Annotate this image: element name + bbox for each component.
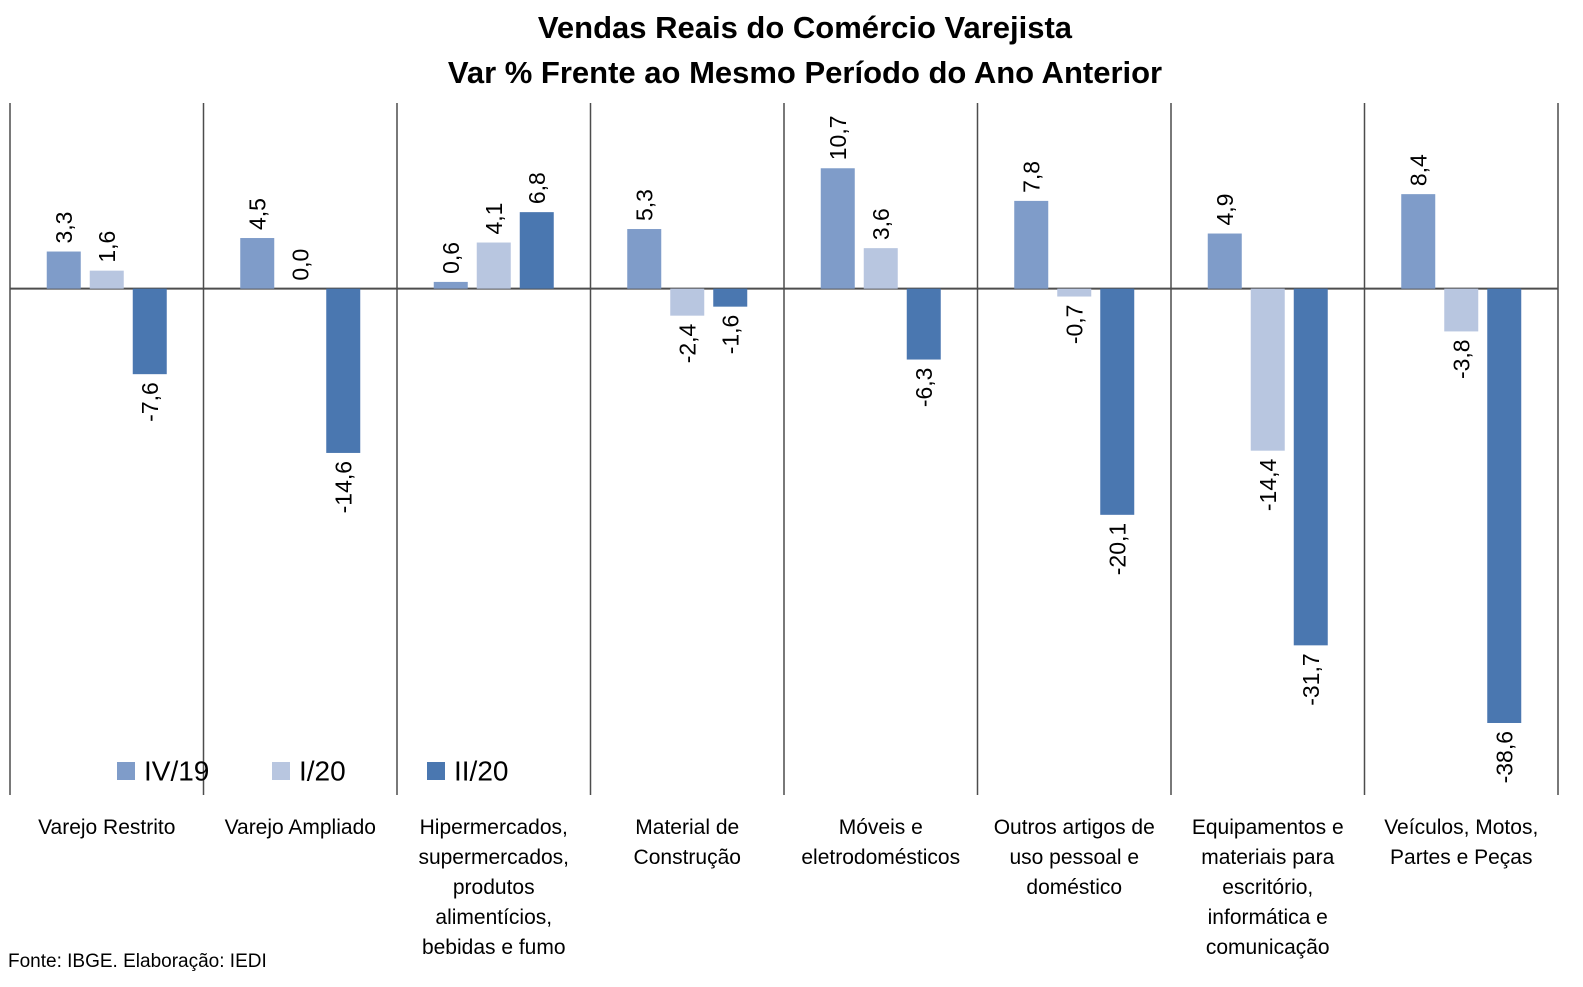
bar	[1487, 288, 1522, 723]
data-label: 1,6	[94, 231, 120, 263]
category-label: eletrodomésticos	[801, 846, 960, 869]
bar	[476, 242, 511, 289]
legend-label: II/20	[454, 756, 508, 787]
data-label: 10,7	[825, 115, 851, 160]
category-label: doméstico	[1026, 876, 1122, 899]
bar	[627, 229, 662, 289]
legend-swatch	[427, 762, 445, 780]
bar	[1250, 288, 1285, 451]
category-label: uso pessoal e	[1009, 846, 1139, 869]
bar	[240, 238, 275, 289]
data-label: -0,7	[1061, 305, 1087, 345]
data-label: -14,4	[1255, 458, 1281, 511]
bar	[1401, 194, 1436, 289]
bar	[1207, 233, 1242, 289]
data-label: 0,6	[438, 242, 464, 274]
data-label: -14,6	[330, 461, 356, 513]
data-label: -2,4	[674, 323, 700, 363]
data-label: 6,8	[524, 172, 550, 204]
legend-swatch	[272, 762, 290, 780]
category-label: Material de	[635, 816, 739, 839]
bar	[326, 288, 361, 453]
bar	[1014, 200, 1049, 289]
chart-subtitle: Var % Frente ao Mesmo Período do Ano Ant…	[448, 55, 1162, 90]
bar	[132, 288, 167, 375]
data-label: 0,0	[287, 249, 313, 281]
data-label: -7,6	[137, 382, 163, 422]
source-note: Fonte: IBGE. Elaboração: IEDI	[8, 951, 267, 972]
category-label: bebidas e fumo	[422, 936, 566, 959]
data-labels-group: 3,3 1,6 -7,6 4,5 0,0 -14,6 0,6 4,1 6,8 5,3 -2,4 -1,…	[51, 115, 1518, 783]
bar	[89, 270, 124, 289]
bar	[863, 248, 898, 289]
data-label: 5,3	[631, 189, 657, 221]
category-label: Móveis e	[839, 816, 923, 839]
data-label: 4,1	[481, 203, 507, 235]
category-label: comunicação	[1206, 936, 1330, 959]
data-label: -38,6	[1491, 731, 1517, 783]
data-label: 4,5	[244, 198, 270, 230]
data-label: 4,9	[1212, 194, 1238, 226]
category-label: alimentícios,	[435, 906, 552, 929]
category-label: Outros artigos de	[994, 816, 1155, 839]
legend-swatch	[117, 762, 135, 780]
data-label: 3,3	[51, 212, 77, 244]
data-label: 8,4	[1405, 154, 1431, 186]
category-label: Equipamentos e	[1192, 816, 1344, 839]
category-label: escritório,	[1222, 876, 1313, 899]
category-label: materiais para	[1201, 846, 1334, 869]
data-label: -6,3	[911, 368, 937, 408]
bar	[713, 288, 748, 307]
data-label: -3,8	[1448, 339, 1474, 379]
category-label: supermercados,	[418, 846, 569, 869]
category-label: Varejo Ampliado	[225, 816, 376, 839]
bar	[46, 251, 81, 289]
data-label: 7,8	[1018, 161, 1044, 193]
category-label: produtos	[453, 876, 535, 899]
legend-label: IV/19	[144, 756, 209, 787]
bar	[820, 168, 855, 289]
chart-title: Vendas Reais do Comércio Varejista	[538, 10, 1073, 45]
legend-label: I/20	[299, 756, 346, 787]
bar	[906, 288, 941, 360]
bar	[1100, 288, 1135, 515]
category-labels-group: Varejo Restrito Varejo Ampliado Hipermerca…	[38, 816, 1538, 959]
category-label: Varejo Restrito	[38, 816, 175, 839]
data-label: -1,6	[717, 315, 743, 355]
data-label: -20,1	[1104, 523, 1130, 575]
bar	[519, 212, 554, 289]
category-separators	[9, 103, 1559, 795]
category-label: Partes e Peças	[1390, 846, 1532, 869]
bar	[670, 288, 705, 316]
legend: IV/19 I/20 II/20	[117, 756, 508, 787]
category-label: Veículos, Motos,	[1384, 816, 1538, 839]
category-label: Hipermercados,	[420, 816, 568, 839]
bar	[1444, 288, 1479, 332]
category-label: Construção	[634, 846, 741, 869]
bar	[1293, 288, 1328, 646]
data-label: 3,6	[868, 208, 894, 240]
bar	[433, 281, 468, 289]
bars-group	[46, 168, 1522, 723]
category-label: informática e	[1208, 906, 1328, 929]
data-label: -31,7	[1298, 653, 1324, 705]
bar	[1057, 288, 1092, 297]
